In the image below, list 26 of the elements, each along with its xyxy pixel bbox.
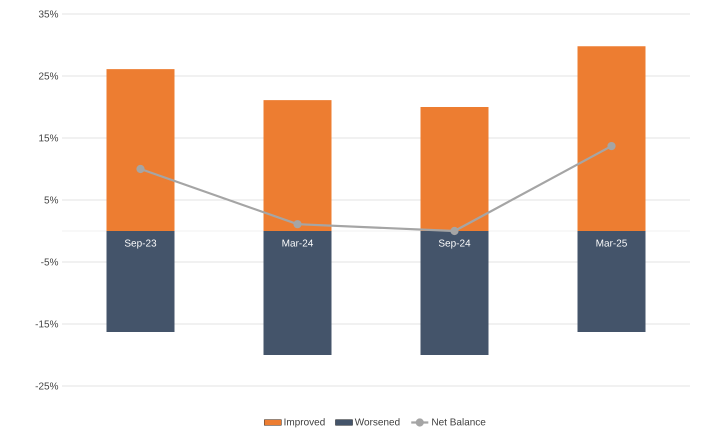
y-tick-label: 5% [44, 196, 58, 204]
legend-label: Net Balance [432, 418, 486, 426]
bar [578, 231, 646, 332]
legend-label: Improved [284, 418, 325, 428]
y-tick-label: -5% [41, 258, 58, 266]
point [293, 220, 302, 228]
y-tick-label: 15% [39, 134, 58, 142]
y-tick-label: 25% [38, 72, 58, 80]
x-tick-label: Mar-25 [596, 240, 627, 247]
legend-label: Worsened [354, 418, 400, 426]
y-tick-label: -25% [36, 382, 58, 390]
bar [106, 69, 175, 231]
bar [578, 46, 646, 231]
bar [420, 231, 489, 355]
point [136, 164, 145, 174]
point [607, 142, 616, 150]
bar [264, 231, 332, 355]
bar [264, 100, 332, 231]
x-tick-label: Sep-24 [438, 240, 470, 249]
y-tick-label: -15% [36, 320, 58, 328]
bar [106, 231, 175, 332]
point [450, 226, 459, 236]
x-tick-label: Sep-23 [124, 240, 156, 249]
y-tick-label: 35% [38, 10, 58, 18]
bar [420, 106, 489, 231]
x-tick-label: Mar-24 [282, 240, 314, 247]
